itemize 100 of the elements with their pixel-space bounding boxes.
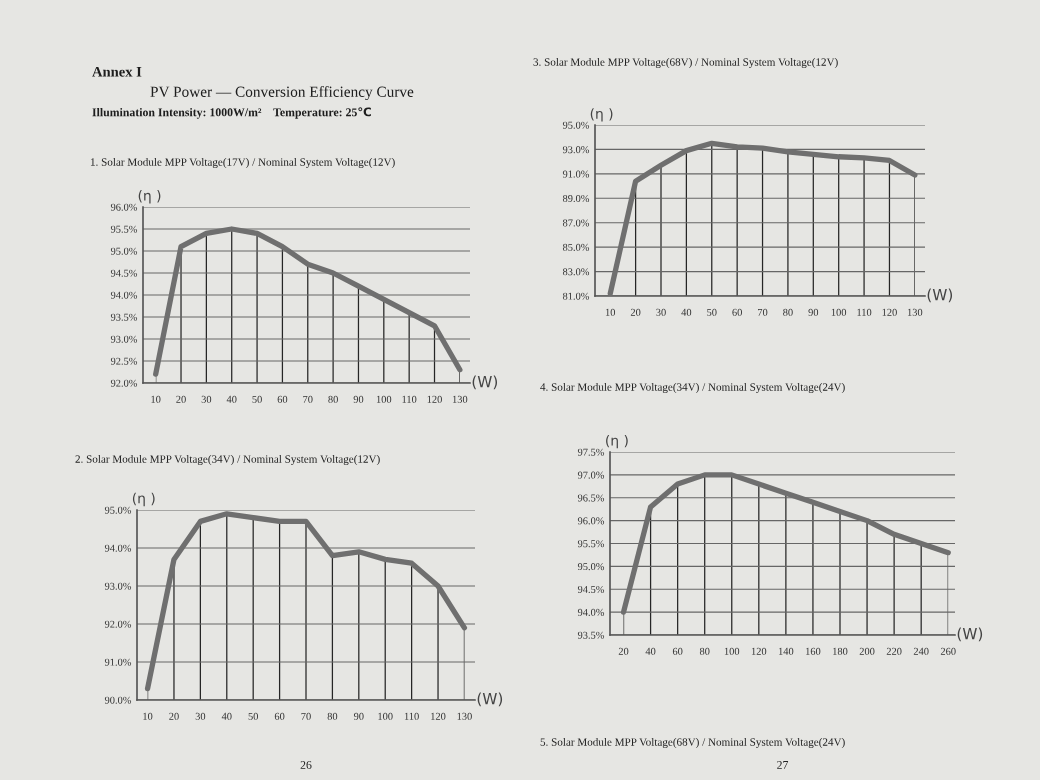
y-tick-label: 96.0% [577,517,605,525]
y-tick-label: 93.0% [110,335,138,343]
y-tick-label: 95.5% [110,225,138,233]
x-tick-label: 130 [452,395,468,403]
x-tick-label: 120 [882,308,897,316]
x-tick-label: 240 [913,647,929,655]
x-tick-label: 40 [226,395,237,403]
y-tick-label: 97.5% [577,448,605,456]
y-tick-label: 92.0% [104,620,132,628]
x-tick-label: 30 [201,395,212,403]
x-tick-label: 100 [376,395,392,403]
chart-title: 3. Solar Module MPP Voltage(68V) / Nominal System Voltage(12V) [533,57,838,69]
x-tick-label: 20 [618,647,629,655]
y-tick-label: 90.0% [104,696,132,704]
x-tick-label: 50 [252,395,262,403]
y-axis-title: (η ) [606,434,628,449]
y-tick-label: 85.0% [562,243,590,251]
chart-title: 1. Solar Module MPP Voltage(17V) / Nominal System Voltage(12V) [90,157,395,169]
y-tick-label: 92.5% [110,357,138,365]
x-tick-label: 60 [277,395,288,403]
text: 27 [777,761,789,769]
text: Annex I [92,66,142,77]
x-tick-label: 100 [378,712,393,720]
text: 26 [300,761,312,769]
y-tick-label: 95.0% [562,121,590,129]
x-tick-label: 40 [645,647,656,655]
x-tick-label: 160 [806,647,821,655]
x-tick-label: 30 [656,308,666,316]
text: PV Power — Conversion Efficiency Curve [150,85,414,101]
x-tick-label: 180 [833,647,848,655]
x-tick-label: 100 [724,647,740,655]
x-tick-label: 80 [699,647,710,655]
x-tick-label: 60 [732,308,742,316]
y-tick-label: 91.0% [104,658,132,666]
y-tick-label: 97.0% [577,471,605,479]
x-tick-label: 110 [857,308,872,316]
y-tick-label: 93.0% [104,582,132,590]
y-tick-label: 93.5% [110,313,138,321]
y-tick-label: 94.5% [577,585,605,594]
x-tick-label: 110 [402,395,417,403]
x-tick-label: 40 [681,308,692,316]
x-tick-label: 80 [328,395,338,403]
y-axis-title: (η ) [132,492,155,507]
y-tick-label: 93.0% [562,146,590,154]
x-tick-label: 260 [940,647,956,655]
x-tick-label: 220 [886,647,902,655]
x-tick-label: 130 [457,712,472,720]
x-tick-label: 50 [707,308,717,316]
y-tick-label: 94.0% [104,544,132,552]
y-tick-label: 87.0% [562,219,590,227]
text: Illumination Intensity: 1000W/m² Temperature: 25℃ [92,107,371,119]
x-tick-label: 90 [353,712,364,720]
x-tick-label: 70 [758,308,768,316]
x-tick-label: 70 [303,395,313,403]
x-tick-label: 90 [353,395,364,403]
x-tick-label: 130 [907,308,923,316]
text: 5. Solar Module MPP Voltage(68V) / Nominal System Voltage(24V) [540,737,845,749]
chart-title: 2. Solar Module MPP Voltage(34V) / Nominal System Voltage(12V) [75,454,380,466]
y-tick-label: 92.0% [110,379,138,387]
y-tick-label: 83.0% [562,268,590,276]
x-tick-label: 40 [221,712,232,720]
x-tick-label: 10 [143,712,153,720]
x-axis-title: (W) [477,692,503,707]
x-tick-label: 30 [195,712,206,720]
x-tick-label: 20 [169,712,179,720]
y-tick-label: 91.0% [562,170,590,178]
y-tick-label: 95.0% [110,247,138,255]
x-tick-label: 200 [859,647,875,655]
x-tick-label: 100 [831,308,847,316]
x-tick-label: 120 [431,712,446,720]
y-tick-label: 95.0% [104,506,132,514]
x-tick-label: 60 [274,712,285,720]
x-tick-label: 10 [605,308,616,316]
x-tick-label: 70 [301,712,311,720]
x-tick-label: 110 [404,712,419,720]
y-axis-title: (η ) [590,108,613,122]
x-tick-label: 80 [327,712,338,720]
y-tick-label: 94.0% [110,291,138,299]
y-tick-label: 95.5% [577,540,605,548]
x-axis-title: (W) [472,375,498,390]
x-axis-title: (W) [957,627,983,642]
y-tick-label: 94.5% [110,269,138,277]
y-tick-label: 94.0% [577,608,605,616]
y-tick-label: 95.0% [577,563,605,571]
y-tick-label: 96.0% [110,203,138,211]
y-tick-label: 81.0% [562,292,590,300]
x-tick-label: 60 [672,647,683,655]
chart-title: 4. Solar Module MPP Voltage(34V) / Nominal System Voltage(24V) [540,382,845,394]
x-tick-label: 20 [176,395,186,403]
x-tick-label: 20 [630,308,641,316]
x-tick-label: 80 [783,308,793,316]
x-tick-label: 140 [778,647,794,655]
x-tick-label: 90 [808,308,819,316]
x-tick-label: 50 [248,712,258,720]
y-tick-label: 96.5% [577,494,605,502]
y-axis-title: (η ) [138,190,161,204]
x-tick-label: 10 [151,395,161,403]
x-tick-label: 120 [751,647,767,655]
x-axis-title: (W) [927,288,953,303]
y-tick-label: 89.0% [562,194,590,203]
